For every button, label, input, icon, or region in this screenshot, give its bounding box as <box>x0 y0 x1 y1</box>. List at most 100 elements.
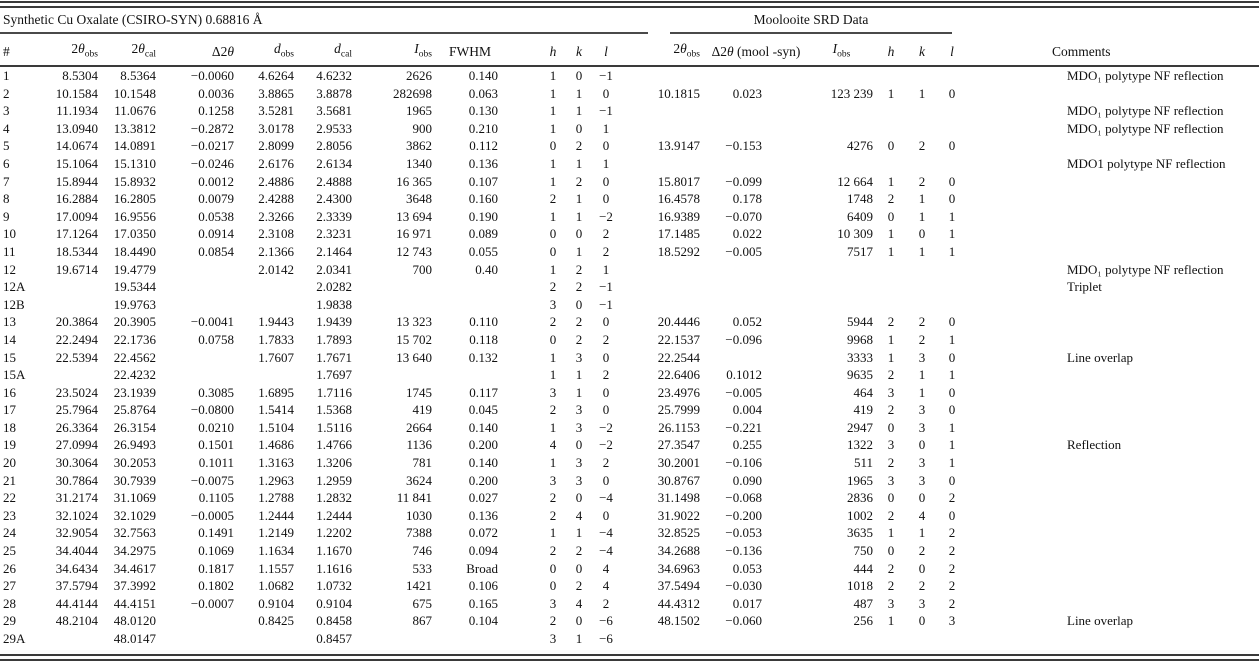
cell-h: 0 <box>549 331 557 347</box>
cell-mool-l: 0 <box>948 314 956 330</box>
cell-mool-l: 2 <box>948 525 956 541</box>
cell-comments: MDO₁ polytype NF reflection <box>1067 68 1224 83</box>
cell-mool-l: 1 <box>948 243 956 259</box>
cell-d-obs: 2.0142 <box>258 261 294 277</box>
cell-i-obs <box>356 366 436 384</box>
cell-row-number: 11 <box>3 243 16 259</box>
cell-mool-h <box>875 261 907 279</box>
cell-l: 2 <box>602 367 610 383</box>
cell-mool-delta-2theta: −0.153 <box>725 138 762 154</box>
cell-mool-k: 1 <box>918 525 926 541</box>
cell-comments <box>967 560 1259 578</box>
cell-delta-2theta: 0.0012 <box>198 173 234 189</box>
cell-mool-i-obs: 3635 <box>847 525 873 541</box>
cell-mool-l: 1 <box>948 455 956 471</box>
cell-delta-2theta <box>160 630 238 648</box>
cell-comments <box>967 190 1259 208</box>
cell-k: 3 <box>575 455 583 471</box>
cell-row-number: 17 <box>3 402 16 418</box>
cell-h: 1 <box>549 208 557 224</box>
cell-syn-2theta-obs: 10.1584 <box>55 85 98 101</box>
cell-syn-2theta-cal: 48.0147 <box>113 631 156 646</box>
cell-mool-delta-2theta <box>704 296 808 314</box>
cell-mool-i-obs: 2947 <box>847 419 873 435</box>
cell-h: 2 <box>549 279 557 295</box>
cell-i-obs: 282698 <box>393 85 432 101</box>
cell-syn-2theta-obs <box>44 366 102 384</box>
cell-row-number: 15A <box>3 367 26 383</box>
cell-comments <box>967 630 1259 648</box>
cell-mool-delta-2theta <box>704 102 808 120</box>
cell-mool-h <box>875 278 907 296</box>
cell-d-cal: 1.2444 <box>316 507 352 523</box>
cell-mool-i-obs: 6409 <box>847 208 873 224</box>
cell-comments <box>967 85 1259 103</box>
cell-i-obs: 16 365 <box>396 173 432 189</box>
cell-d-cal: 2.3339 <box>316 208 352 224</box>
cell-mool-k <box>907 155 937 173</box>
cell-fwhm: 0.055 <box>468 243 498 259</box>
cell-mool-delta-2theta: −0.099 <box>725 173 762 189</box>
cell-d-obs: 2.4886 <box>258 173 294 189</box>
cell-delta-2theta: −0.0800 <box>190 402 234 418</box>
cell-row-number: 22 <box>3 490 16 506</box>
cell-h: 3 <box>549 631 557 646</box>
cell-i-obs: 3648 <box>406 191 432 207</box>
cell-mool-l: 1 <box>948 226 956 242</box>
cell-mool-delta-2theta: 0.178 <box>732 191 762 207</box>
cell-h: 3 <box>549 472 557 488</box>
cell-h: 2 <box>549 613 557 629</box>
cell-h: 1 <box>549 85 557 101</box>
cell-mool-l: 0 <box>948 384 956 400</box>
cell-fwhm: 0.136 <box>468 507 498 523</box>
cell-delta-2theta: −0.0007 <box>190 595 234 611</box>
right-section-title: Moolooite SRD Data <box>753 12 869 27</box>
cell-h: 0 <box>549 578 557 594</box>
cell-i-obs: 1965 <box>406 103 432 119</box>
cell-fwhm: 0.107 <box>468 173 498 189</box>
cell-mool-k: 1 <box>918 367 926 383</box>
col-header-syn-2theta-cal: 2θcal <box>102 35 160 67</box>
cell-syn-2theta-obs: 30.7864 <box>55 472 98 488</box>
cell-mool-k: 3 <box>918 349 926 365</box>
cell-mool-h: 1 <box>887 525 895 541</box>
cell-row-number: 26 <box>3 560 16 576</box>
cell-fwhm: 0.165 <box>468 595 498 611</box>
cell-syn-2theta-cal: 34.4617 <box>113 560 156 576</box>
cell-mool-k: 3 <box>918 472 926 488</box>
cell-mool-delta-2theta <box>704 261 808 279</box>
cell-syn-2theta-obs: 17.0094 <box>55 208 98 224</box>
cell-fwhm: 0.140 <box>468 419 498 435</box>
cell-mool-k: 1 <box>918 208 926 224</box>
cell-mool-delta-2theta: −0.030 <box>725 578 762 594</box>
cell-d-cal: 0.8457 <box>316 631 352 646</box>
cell-syn-2theta-cal: 25.8764 <box>113 402 156 418</box>
cell-syn-2theta-cal: 17.0350 <box>113 226 156 242</box>
cell-mool-delta-2theta: −0.053 <box>725 525 762 541</box>
cell-l: −2 <box>599 437 613 453</box>
cell-k: 0 <box>575 437 583 453</box>
cell-syn-2theta-obs: 20.3864 <box>55 314 98 330</box>
cell-fwhm: 0.130 <box>468 103 498 119</box>
cell-fwhm: 0.072 <box>468 525 498 541</box>
cell-fwhm: 0.40 <box>475 261 498 277</box>
cell-mool-k: 1 <box>918 85 926 101</box>
cell-l: 2 <box>602 226 610 242</box>
cell-i-obs: 781 <box>412 455 433 471</box>
cell-mool-k: 4 <box>918 507 926 523</box>
cell-fwhm: 0.160 <box>468 191 498 207</box>
cell-syn-2theta-obs: 31.2174 <box>55 490 98 506</box>
cell-syn-2theta-obs: 13.0940 <box>55 120 98 136</box>
cell-delta-2theta: 0.0079 <box>198 191 234 207</box>
cell-d-cal: 1.7697 <box>316 367 352 383</box>
cell-syn-2theta-cal: 32.1029 <box>113 507 156 523</box>
cell-mool-2theta-obs <box>620 278 704 296</box>
cell-i-obs: 675 <box>412 595 433 611</box>
cell-delta-2theta: 0.1258 <box>198 103 234 119</box>
cell-d-obs: 1.2149 <box>258 525 294 541</box>
cell-h: 1 <box>549 261 557 277</box>
cell-syn-2theta-obs: 32.9054 <box>55 525 98 541</box>
cell-syn-2theta-obs: 11.1934 <box>56 103 98 119</box>
cell-fwhm <box>436 296 540 314</box>
table-row: 12 19.6714 19.4779 2.0142 2.0341 700 0.4… <box>0 261 1259 279</box>
